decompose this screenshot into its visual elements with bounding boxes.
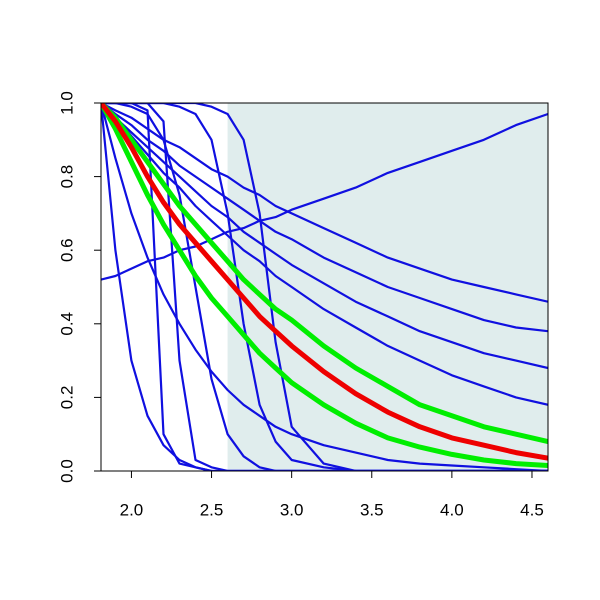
series-line	[101, 103, 548, 406]
plot-box	[100, 102, 549, 472]
x-tick-label: 4.0	[440, 500, 464, 519]
series-line	[101, 103, 548, 461]
series-line	[101, 103, 548, 303]
y-tick-label: 0.6	[57, 238, 76, 262]
y-tick-label: 0.0	[57, 459, 76, 483]
series-line	[101, 103, 548, 471]
series-line	[101, 103, 548, 471]
x-tick-label: 3.5	[360, 500, 384, 519]
series-line	[101, 103, 548, 471]
y-tick-label: 1.0	[57, 91, 76, 115]
x-tick-label: 2.0	[120, 500, 144, 519]
series-line	[101, 103, 548, 471]
x-tick-label: 2.5	[200, 500, 224, 519]
series-line	[101, 103, 548, 445]
series-line	[101, 103, 548, 471]
x-tick-label: 3.0	[280, 500, 304, 519]
y-tick-label: 0.2	[57, 386, 76, 410]
series-line	[101, 103, 548, 468]
series-line	[101, 103, 548, 471]
y-tick-label: 0.4	[57, 312, 76, 336]
axes: 2.0 2.5 3.0 3.5 4.0 4.5 0.0 0.2 0.4 0.6 0.8 1.0	[57, 91, 549, 519]
series-line	[101, 103, 548, 370]
series-line	[101, 103, 548, 471]
x-tick-label: 4.5	[520, 500, 544, 519]
plot-area	[101, 103, 548, 471]
y-tick-label: 0.8	[57, 165, 76, 189]
